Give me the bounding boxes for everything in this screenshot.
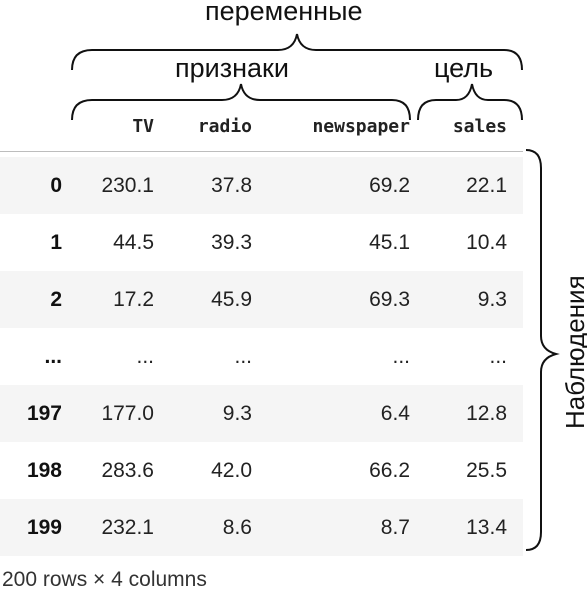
cell-newspaper: 45.1 [252, 214, 410, 271]
cell-sales: 12.8 [410, 385, 507, 442]
row-index: 197 [0, 385, 62, 442]
cell-radio: 39.3 [154, 214, 252, 271]
variables-annotation: переменные [205, 0, 363, 27]
row-index: 1 [0, 214, 62, 271]
table-row-ellipsis: ... ... ... ... ... [0, 328, 523, 385]
cell-newspaper: 6.4 [252, 385, 410, 442]
target-annotation: цель [434, 53, 493, 84]
cell-tv: 44.5 [62, 214, 154, 271]
cell-tv: 232.1 [62, 499, 154, 556]
cell-radio: 9.3 [154, 385, 252, 442]
column-header-newspaper: newspaper [252, 116, 410, 137]
cell-sales: 10.4 [410, 214, 507, 271]
column-header-radio: radio [154, 116, 252, 137]
table-row: 1 44.5 39.3 45.1 10.4 [0, 214, 523, 271]
features-annotation: признаки [175, 53, 289, 84]
cell-tv: 283.6 [62, 442, 154, 499]
cell-sales: 25.5 [410, 442, 507, 499]
cell-sales: ... [410, 328, 507, 385]
cell-sales: 13.4 [410, 499, 507, 556]
cell-newspaper: 69.3 [252, 271, 410, 328]
column-header-sales: sales [410, 116, 507, 137]
cell-tv: 17.2 [62, 271, 154, 328]
target-brace [418, 84, 522, 120]
table-row: 2 17.2 45.9 69.3 9.3 [0, 271, 523, 328]
cell-sales: 22.1 [410, 157, 507, 214]
table-row: 197 177.0 9.3 6.4 12.8 [0, 385, 523, 442]
table-shape-footer: 200 rows × 4 columns [2, 568, 207, 592]
cell-radio: 42.0 [154, 442, 252, 499]
cell-tv: ... [62, 328, 154, 385]
row-index: 2 [0, 271, 62, 328]
cell-radio: 45.9 [154, 271, 252, 328]
header-divider [0, 151, 523, 152]
cell-sales: 9.3 [410, 271, 507, 328]
row-index: ... [0, 328, 62, 385]
row-index: 199 [0, 499, 62, 556]
table-row: 199 232.1 8.6 8.7 13.4 [0, 499, 523, 556]
cell-radio: 8.6 [154, 499, 252, 556]
table-row: 0 230.1 37.8 69.2 22.1 [0, 157, 523, 214]
row-index: 198 [0, 442, 62, 499]
row-index: 0 [0, 157, 62, 214]
features-brace [72, 84, 410, 120]
cell-newspaper: ... [252, 328, 410, 385]
observations-brace [526, 150, 556, 550]
cell-newspaper: 8.7 [252, 499, 410, 556]
cell-radio: ... [154, 328, 252, 385]
table-row: 198 283.6 42.0 66.2 25.5 [0, 442, 523, 499]
column-header-tv: TV [62, 116, 154, 137]
cell-newspaper: 69.2 [252, 157, 410, 214]
cell-tv: 230.1 [62, 157, 154, 214]
cell-newspaper: 66.2 [252, 442, 410, 499]
cell-radio: 37.8 [154, 157, 252, 214]
observations-annotation: Наблюдения [557, 279, 587, 429]
cell-tv: 177.0 [62, 385, 154, 442]
